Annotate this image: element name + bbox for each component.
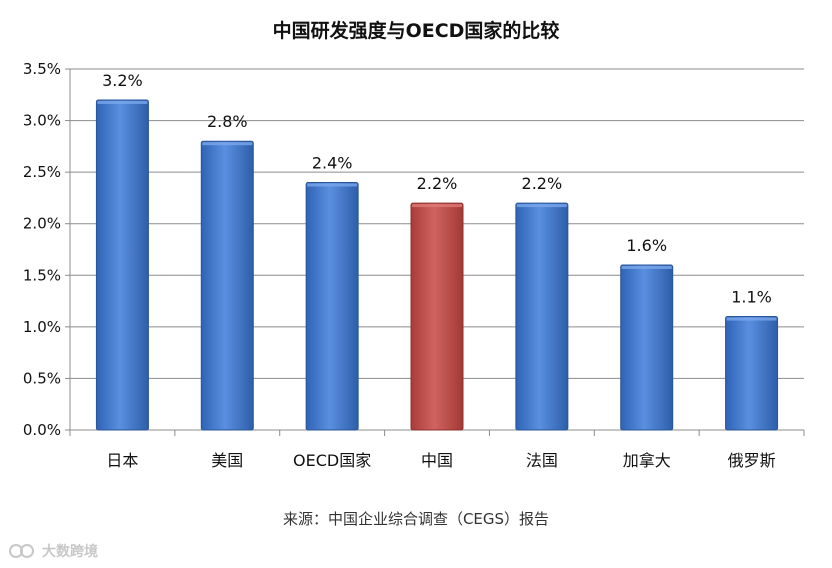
y-tick-label: 1.5% <box>23 266 61 284</box>
bar-cap <box>97 100 148 104</box>
bar-3 <box>410 202 464 431</box>
y-tick-label: 0.0% <box>23 421 61 439</box>
bar-0 <box>95 99 149 431</box>
category-label: 中国 <box>421 451 453 470</box>
bar-2 <box>305 181 359 431</box>
y-tick-label: 2.5% <box>23 163 61 181</box>
category-label: 俄罗斯 <box>728 451 776 470</box>
category-label: 美国 <box>211 451 243 470</box>
bar-5 <box>620 264 674 431</box>
category-label: OECD国家 <box>293 451 371 470</box>
bar-cap <box>621 265 672 269</box>
data-label: 1.1% <box>731 288 772 307</box>
bar-1 <box>200 140 254 431</box>
watermark-text: 大数跨境 <box>42 544 98 560</box>
bar-cap <box>307 183 358 187</box>
data-label: 2.2% <box>522 174 563 193</box>
y-tick-label: 0.5% <box>23 369 61 387</box>
bar-cap <box>412 204 462 208</box>
y-tick-label: 1.0% <box>23 318 61 336</box>
bar-cap <box>202 142 253 146</box>
data-label: 2.2% <box>417 174 458 193</box>
bar-cap <box>516 204 567 208</box>
data-label: 3.2% <box>102 71 143 90</box>
category-label: 日本 <box>106 451 138 470</box>
data-label: 2.8% <box>207 112 248 131</box>
brand-logo-icon <box>9 544 34 558</box>
bar-cap <box>726 317 777 321</box>
y-tick-label: 2.0% <box>23 215 61 233</box>
y-tick-label: 3.0% <box>23 112 61 130</box>
y-tick-label: 3.5% <box>23 60 61 78</box>
bar-4 <box>515 202 569 431</box>
bars <box>95 99 779 431</box>
bar-6 <box>725 316 779 431</box>
source-note: 来源：中国企业综合调查（CEGS）报告 <box>282 510 550 528</box>
chart-title: 中国研发强度与OECD国家的比较 <box>272 20 560 42</box>
category-label: 加拿大 <box>623 451 671 470</box>
data-label: 1.6% <box>626 236 667 255</box>
watermark: 大数跨境 <box>8 540 98 562</box>
category-label: 法国 <box>526 451 558 470</box>
data-label: 2.4% <box>312 153 353 172</box>
labels: 0.0% 0.5% 1.0% 1.5% 2.0% 2.5% 3.0% 3.5% 3.2% 日本 2.… <box>23 60 776 470</box>
